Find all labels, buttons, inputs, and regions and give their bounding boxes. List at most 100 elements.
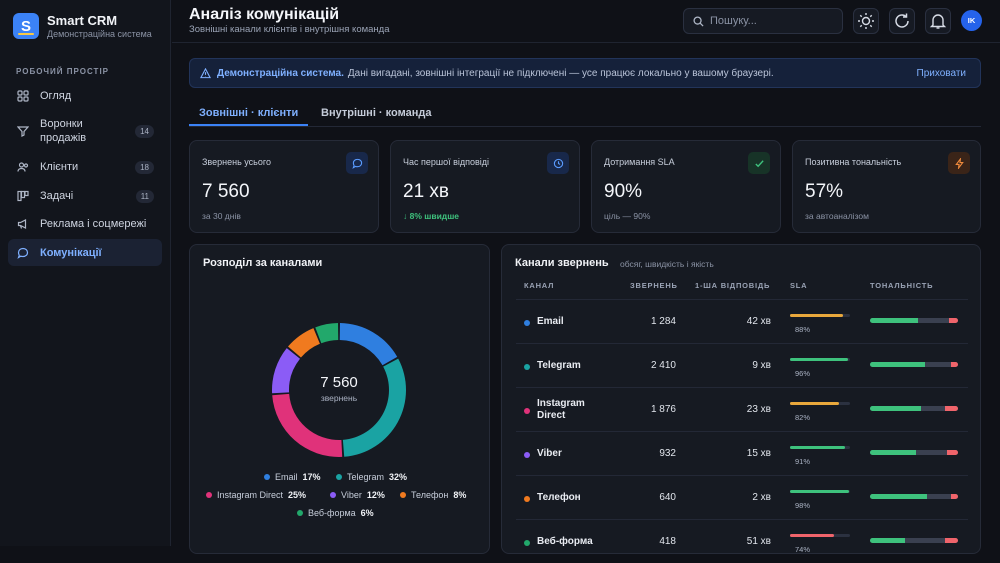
channel-count: 640: [659, 492, 676, 503]
channel-first-response: 51 хв: [746, 536, 771, 547]
tab-internal[interactable]: Внутрішні · команда: [321, 107, 432, 119]
legend-value: 32%: [389, 472, 408, 482]
sentiment-positive: [870, 494, 928, 499]
user-avatar[interactable]: IK: [961, 10, 982, 31]
section-title: РОБОЧИЙ ПРОСТІР: [16, 67, 109, 76]
sentiment-bar: [870, 450, 958, 455]
donut-slice[interactable]: [315, 323, 339, 344]
search-box[interactable]: [683, 8, 843, 34]
sentiment-neutral: [918, 318, 950, 323]
sla-bar: [790, 314, 850, 317]
sla-bar-fill: [790, 314, 843, 317]
refresh-button[interactable]: [889, 8, 915, 34]
app-name: Smart CRM: [47, 13, 118, 28]
sla-bar: [790, 490, 850, 493]
legend-dot: [206, 492, 212, 498]
sentiment-negative: [944, 406, 958, 411]
app-subtitle: Демонстраційна система: [47, 29, 152, 39]
channel-name: Instagram Direct: [537, 398, 585, 421]
donut-center-value: 7 560: [320, 374, 358, 391]
table-row[interactable]: Instagram Direct 1 876 23 хв 82%: [516, 387, 968, 431]
hide-banner-button[interactable]: Приховати: [916, 67, 967, 79]
warning-icon: [200, 67, 211, 79]
channel-name: Viber: [537, 448, 562, 459]
channel-count: 1 876: [650, 404, 676, 415]
top-header: Аналіз комунікацій Зовнішні канали клієн…: [172, 0, 1000, 43]
table-row[interactable]: Telegram 2 410 9 хв 96%: [516, 343, 968, 387]
sla-bar: [790, 358, 850, 361]
channels-table-panel: Канали звернень обсяг, швидкість і якіст…: [501, 244, 981, 554]
table-row[interactable]: Viber 932 15 хв 91%: [516, 431, 968, 475]
sla-bar: [790, 534, 850, 537]
sla-bar-fill: [790, 402, 840, 405]
legend-item-telegram: Telegram 32%: [336, 472, 407, 482]
sidebar-item-funnels[interactable]: Воронки продажів 14: [8, 113, 162, 149]
column-header-sentiment: ТОНАЛЬНІСТЬ: [870, 281, 934, 290]
channel-count: 932: [659, 448, 676, 459]
sidebar-item-communications[interactable]: Комунікації: [8, 239, 162, 266]
sidebar-item-label: Воронки продажів: [40, 118, 87, 144]
page-subtitle: Зовнішні канали клієнтів і внутрішня ком…: [189, 24, 390, 35]
banner-bold: Демонстраційна система.: [217, 67, 344, 79]
donut-slice[interactable]: [288, 328, 320, 358]
legend-item-email: Email 17%: [264, 472, 321, 482]
sidebar-item-label: Клієнти: [40, 161, 79, 173]
tab-external[interactable]: Зовнішні · клієнти: [188, 107, 309, 126]
theme-toggle-button[interactable]: [853, 8, 879, 34]
legend-label: Instagram Direct: [217, 490, 284, 500]
sla-bar-fill: [790, 358, 848, 361]
sidebar-item-tasks[interactable]: Задачі 11: [8, 185, 162, 207]
sentiment-positive: [870, 362, 925, 367]
donut-center-label: звернень: [320, 393, 358, 403]
channel-color-dot: [524, 408, 530, 414]
table-row[interactable]: Телефон 640 2 хв 98%: [516, 475, 968, 519]
sidebar-item-clients[interactable]: Клієнти 18: [8, 156, 162, 178]
kpi-sub: за автоаналізом: [805, 211, 869, 221]
sidebar-item-label: Реклама і соцмережі: [40, 218, 147, 230]
app-logo[interactable]: S: [13, 13, 39, 39]
channel-count: 418: [659, 536, 676, 547]
tabs: Зовнішні · клієнти Внутрішні · команда: [188, 100, 981, 127]
column-header-first-response: 1-ША ВІДПОВІДЬ: [695, 281, 771, 290]
count-badge: 18: [135, 160, 154, 174]
count-badge: 11: [135, 189, 154, 203]
sidebar: S Smart CRM Демонстраційна система РОБОЧ…: [0, 0, 171, 546]
legend-label: Email: [275, 472, 298, 482]
table-row[interactable]: Веб-форма 418 51 хв 74%: [516, 519, 968, 563]
kpi-card-sentiment: Позитивна тональність 57% за автоаналізо…: [792, 140, 981, 233]
sidebar-item-ads[interactable]: Реклама і соцмережі: [8, 213, 162, 235]
legend-label: Viber: [341, 490, 362, 500]
sentiment-positive: [870, 406, 922, 411]
sentiment-neutral: [915, 450, 948, 455]
donut-slice[interactable]: [342, 358, 406, 457]
donut-slice[interactable]: [339, 323, 398, 366]
sentiment-bar: [870, 406, 958, 411]
donut-slice[interactable]: [272, 348, 301, 394]
kpi-value: 57%: [805, 181, 844, 202]
sla-percent: 91%: [795, 457, 811, 466]
sentiment-positive: [870, 318, 919, 323]
kpi-sub: ↓ 8% швидше: [403, 211, 460, 221]
channel-name: Телефон: [537, 492, 581, 503]
channel-color-dot: [524, 496, 530, 502]
donut-slice[interactable]: [272, 393, 343, 457]
legend-value: 12%: [366, 490, 385, 500]
page-title: Аналіз комунікацій: [189, 6, 340, 23]
kpi-label: Позитивна тональність: [805, 157, 902, 167]
channel-name: Telegram: [537, 360, 581, 371]
legend-value: 8%: [453, 490, 467, 500]
legend-item-webform: Веб-форма 6%: [297, 508, 374, 518]
sentiment-positive: [870, 538, 906, 543]
kpi-card-total: Звернень усього 7 560 за 30 днів: [189, 140, 379, 233]
kpi-card-first-response: Час першої відповіді 21 хв ↓ 8% швидше: [390, 140, 580, 233]
table-row[interactable]: Email 1 284 42 хв 88%: [516, 299, 968, 343]
legend-value: 6%: [360, 508, 374, 518]
sla-percent: 82%: [795, 413, 811, 422]
sidebar-item-overview[interactable]: Огляд: [8, 85, 162, 107]
notifications-button[interactable]: [925, 8, 951, 34]
search-input[interactable]: [710, 15, 830, 27]
legend-value: 17%: [302, 472, 321, 482]
kpi-card-sla: Дотримання SLA 90% ціль — 90%: [591, 140, 781, 233]
sidebar-item-label: Огляд: [40, 90, 72, 102]
kpi-value: 21 хв: [403, 181, 450, 202]
